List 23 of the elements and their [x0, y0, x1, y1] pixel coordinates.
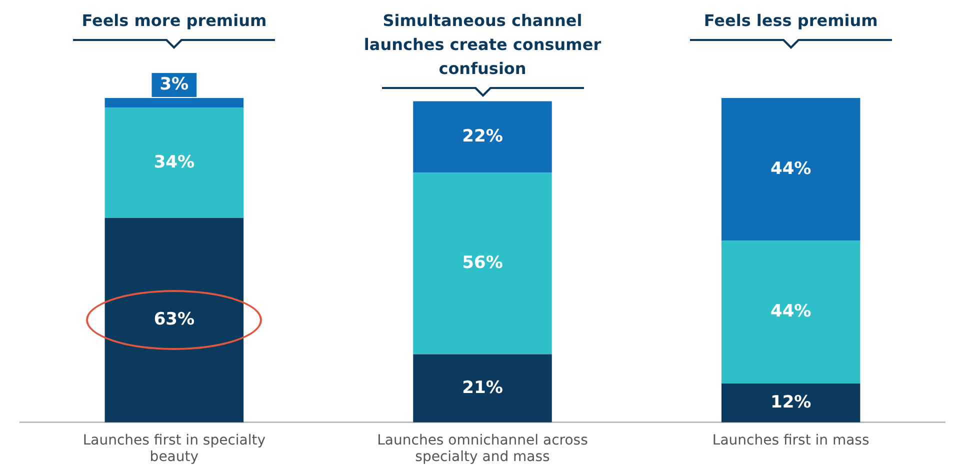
- bar: [721, 240, 860, 384]
- text: Simultaneous channel launches create consumer confusion: [364, 11, 602, 78]
- data-label: 12%: [770, 392, 812, 412]
- data-label: 44%: [770, 302, 812, 322]
- data-label: 44%: [770, 158, 812, 179]
- bar: [104, 218, 244, 422]
- x-tick-label: Launches first in specialty beauty: [82, 432, 266, 466]
- bar: [721, 383, 860, 422]
- data-label: 63%: [154, 310, 195, 330]
- text: Feels less premium: [704, 11, 878, 30]
- x-tick-label: Launches omnichannel across specialty and mass: [377, 432, 588, 466]
- data-label: 34%: [154, 152, 195, 172]
- bar: [721, 98, 860, 241]
- bar: [413, 172, 552, 354]
- bar: [413, 101, 552, 173]
- data-label: 3%: [160, 74, 189, 94]
- bar: [413, 354, 552, 422]
- x-tick-label: Launches first in mass: [712, 432, 870, 448]
- bar: [104, 108, 244, 218]
- data-label: 21%: [462, 378, 503, 398]
- data-label: 22%: [462, 126, 503, 146]
- text: Feels more premium: [82, 11, 267, 30]
- data-label: 56%: [462, 252, 503, 273]
